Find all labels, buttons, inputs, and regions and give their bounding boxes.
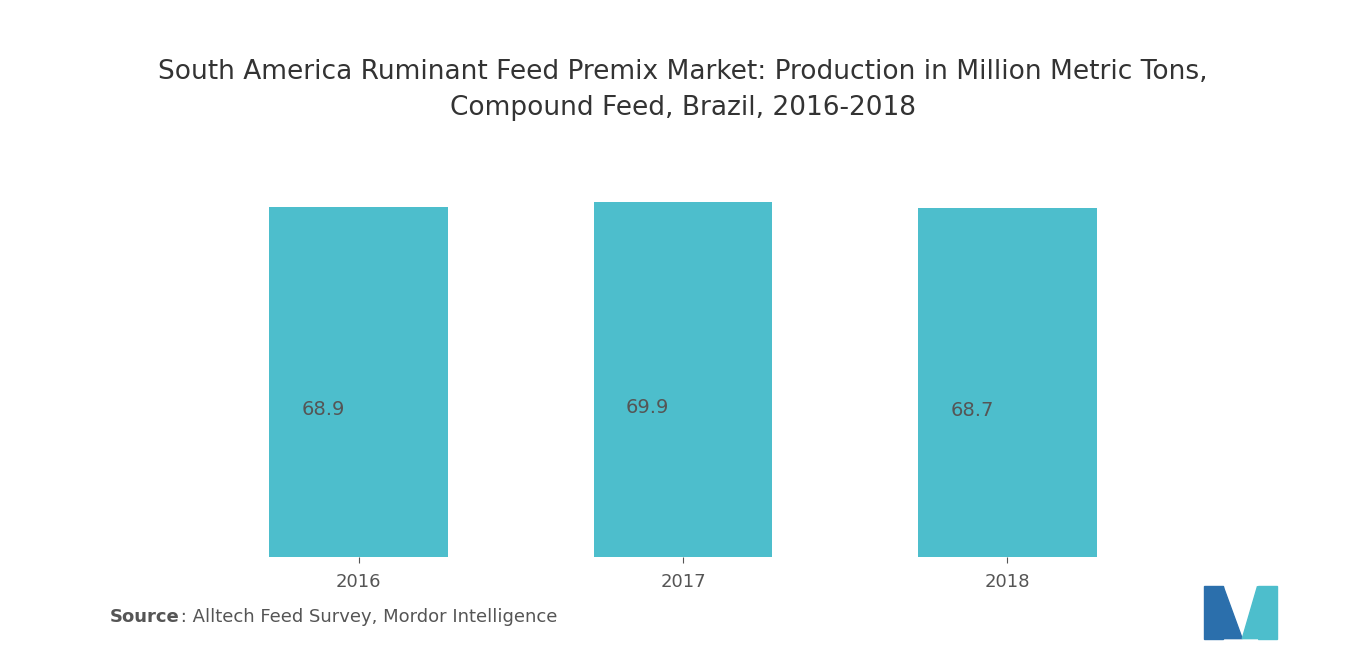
Bar xyxy=(918,208,1097,557)
Text: South America Ruminant Feed Premix Market: Production in Million Metric Tons,
Co: South America Ruminant Feed Premix Marke… xyxy=(158,59,1208,121)
Polygon shape xyxy=(1223,586,1242,639)
Text: 68.7: 68.7 xyxy=(951,401,993,420)
Bar xyxy=(594,202,772,557)
Text: : Alltech Feed Survey, Mordor Intelligence: : Alltech Feed Survey, Mordor Intelligen… xyxy=(175,608,557,626)
Text: Source: Source xyxy=(109,608,179,626)
Text: 69.9: 69.9 xyxy=(626,398,669,417)
Polygon shape xyxy=(1258,586,1277,639)
Polygon shape xyxy=(1203,586,1223,639)
Bar xyxy=(269,207,448,557)
Polygon shape xyxy=(1242,586,1258,639)
Text: 68.9: 68.9 xyxy=(302,400,344,419)
